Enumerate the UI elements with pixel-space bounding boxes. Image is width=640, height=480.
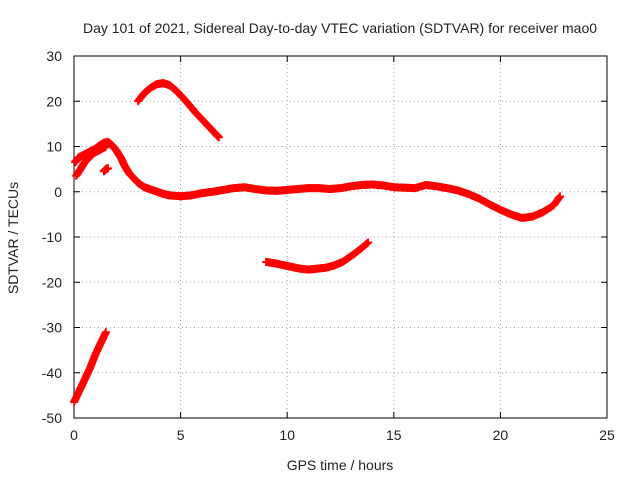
x-tick-label: 15	[386, 427, 402, 443]
series-track-2	[71, 137, 565, 222]
series-track-3	[72, 142, 110, 180]
y-axis-label: SDTVAR / TECUs	[5, 182, 21, 294]
y-tick-label: -50	[42, 410, 62, 426]
data-point	[364, 238, 373, 247]
x-tick-label: 25	[599, 427, 615, 443]
series-track-4	[99, 164, 113, 176]
y-tick-label: 30	[46, 48, 62, 64]
x-tick-label: 20	[493, 427, 509, 443]
series-track-6	[261, 238, 373, 274]
x-axis-label: GPS time / hours	[287, 457, 394, 473]
x-tick-label: 10	[279, 427, 295, 443]
data-point	[101, 142, 110, 151]
y-tick-label: -10	[42, 229, 62, 245]
x-tick-label: 5	[177, 427, 185, 443]
y-tick-label: -20	[42, 274, 62, 290]
data-series	[70, 79, 565, 407]
y-tick-label: 20	[46, 93, 62, 109]
data-point	[214, 133, 223, 142]
y-tick-label: -30	[42, 320, 62, 336]
series-track-5	[133, 79, 223, 142]
y-tick-label: -40	[42, 365, 62, 381]
series-track-1	[70, 328, 110, 407]
y-tick-label: 10	[46, 139, 62, 155]
data-point	[101, 328, 110, 337]
axis-ticks: 0 5 10 15 20 25 -50 -40 -30 -20 -10 0 10 20 30	[42, 48, 615, 443]
x-tick-label: 0	[70, 427, 78, 443]
y-tick-label: 0	[54, 184, 62, 200]
data-point	[556, 192, 565, 201]
chart-title: Day 101 of 2021, Sidereal Day-to-day VTE…	[83, 20, 597, 36]
data-point	[104, 164, 113, 173]
